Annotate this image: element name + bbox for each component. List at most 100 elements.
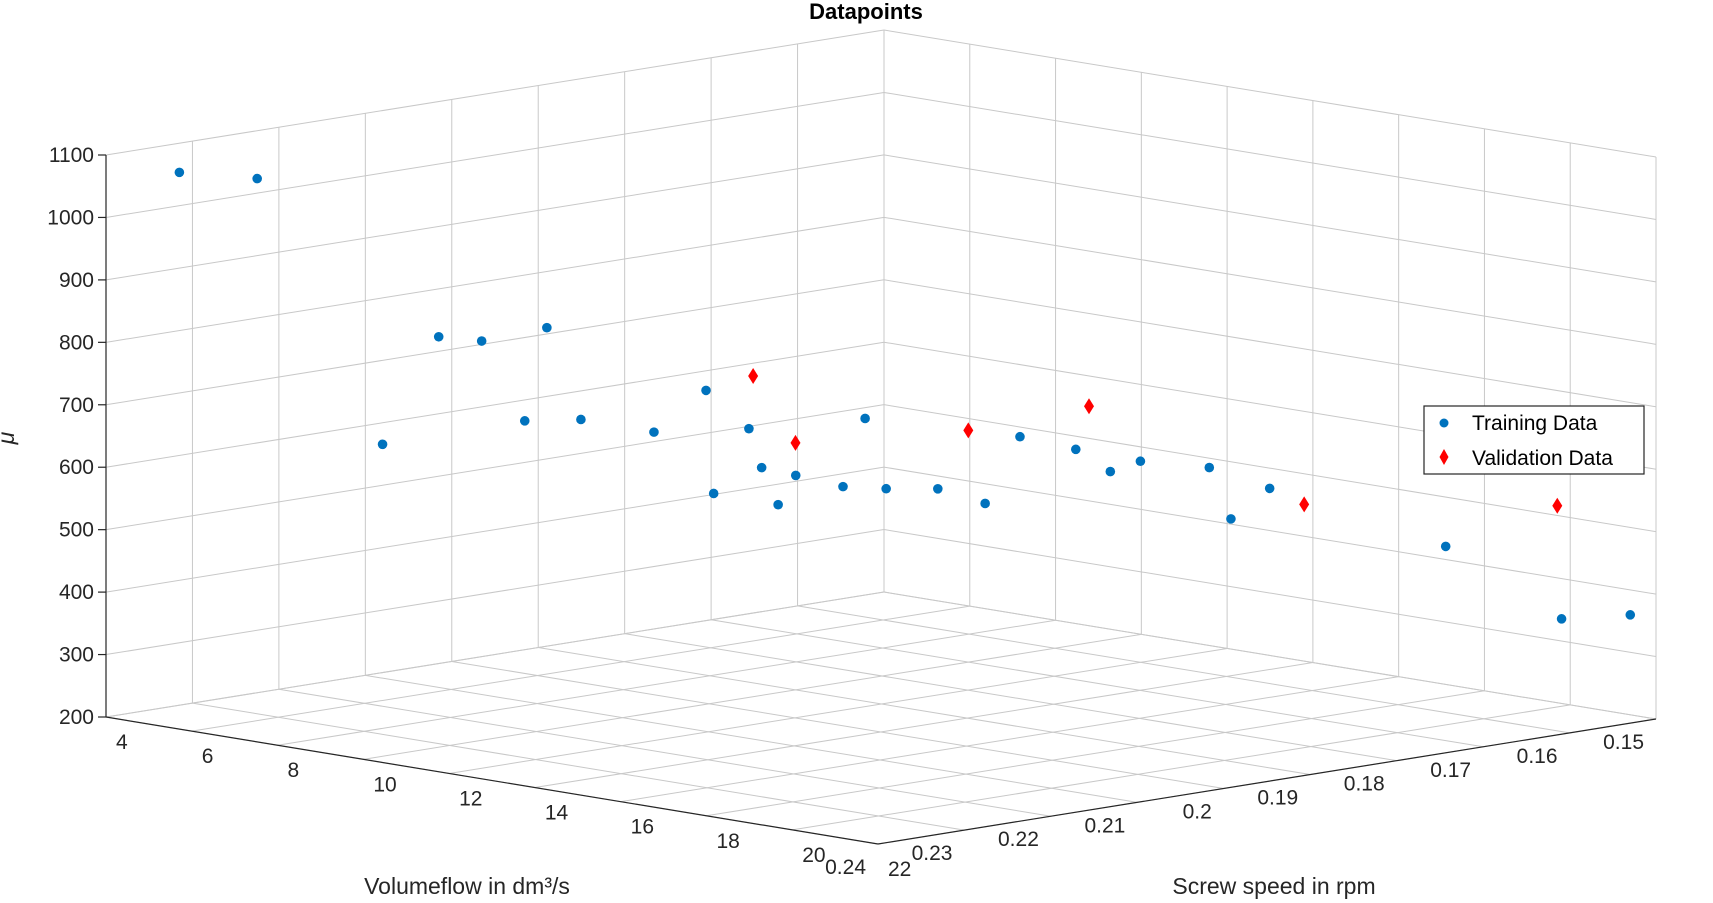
grid-line bbox=[105, 91, 885, 218]
y-tick-label: 6 bbox=[202, 745, 214, 768]
grid-line bbox=[706, 690, 1485, 817]
grid-line bbox=[883, 216, 1657, 345]
grid-line bbox=[711, 619, 1484, 748]
training-point bbox=[542, 322, 552, 333]
training-point bbox=[1264, 483, 1275, 494]
grid-line bbox=[105, 216, 885, 343]
x-tick-label: 0.2 bbox=[1183, 800, 1212, 823]
y-axis-line bbox=[105, 716, 879, 845]
training-point bbox=[933, 483, 943, 494]
training-point bbox=[649, 427, 659, 437]
grid-line bbox=[105, 404, 885, 531]
grid-line bbox=[883, 91, 1657, 220]
x-tick-label: 0.16 bbox=[1517, 745, 1558, 768]
z-tick-label: 500 bbox=[59, 519, 94, 542]
grid-line bbox=[105, 466, 885, 593]
grid-line bbox=[883, 279, 1657, 408]
training-point bbox=[881, 483, 891, 494]
grid-line bbox=[191, 605, 970, 732]
training-point bbox=[1015, 431, 1025, 442]
training-point bbox=[860, 413, 870, 424]
grid-line bbox=[278, 688, 1051, 817]
training-point bbox=[1105, 466, 1116, 477]
y-tick-label: 14 bbox=[545, 802, 569, 825]
validation-point bbox=[1552, 497, 1563, 514]
legend-label-validation: Validation Data bbox=[1472, 447, 1613, 470]
grid-line bbox=[883, 404, 1657, 533]
training-point bbox=[252, 173, 262, 184]
x-tick-label: 0.22 bbox=[998, 828, 1039, 851]
training-point bbox=[1440, 541, 1451, 552]
x-tick-label: 0.17 bbox=[1430, 759, 1471, 782]
grid-line bbox=[883, 29, 1657, 158]
x-axis-line bbox=[877, 718, 1657, 845]
z-tick-label: 800 bbox=[59, 331, 94, 354]
y-tick-label: 18 bbox=[716, 830, 739, 853]
legend-marker-validation bbox=[1439, 449, 1449, 465]
legend-marker-training bbox=[1439, 418, 1449, 428]
training-point bbox=[476, 336, 487, 346]
grid-line bbox=[883, 154, 1657, 283]
grid-line bbox=[883, 529, 1657, 658]
grid-line bbox=[624, 633, 1397, 762]
validation-point bbox=[748, 367, 759, 384]
grid-line bbox=[365, 674, 1138, 803]
training-point bbox=[377, 439, 388, 450]
z-tick-label: 400 bbox=[59, 581, 94, 604]
x-axis-label: Volumeflow in dm³/s bbox=[364, 873, 570, 899]
z-tick-label: 200 bbox=[59, 706, 94, 729]
y-axis-label: Screw speed in rpm bbox=[1172, 873, 1375, 899]
training-point bbox=[773, 499, 783, 510]
y-tick-label: 22 bbox=[888, 858, 911, 881]
x-tick-label: 0.23 bbox=[912, 842, 953, 865]
grid-line bbox=[105, 279, 885, 406]
z-tick-label: 1100 bbox=[49, 144, 94, 167]
grid-line bbox=[451, 660, 1224, 789]
grid-line bbox=[192, 702, 965, 831]
z-tick-label: 700 bbox=[59, 394, 94, 417]
training-point bbox=[701, 385, 711, 396]
grid-line bbox=[105, 154, 885, 281]
training-point bbox=[708, 488, 719, 499]
y-tick-label: 8 bbox=[288, 759, 300, 782]
grid-line bbox=[883, 591, 1657, 720]
training-point bbox=[756, 462, 767, 473]
training-point bbox=[1556, 614, 1567, 624]
z-tick-label: 900 bbox=[59, 269, 94, 292]
x-tick-label: 0.24 bbox=[825, 856, 866, 879]
grid-line bbox=[105, 341, 885, 468]
z-tick-label: 1000 bbox=[47, 206, 94, 229]
y-tick-label: 4 bbox=[116, 731, 128, 754]
grid-line bbox=[449, 647, 1228, 774]
x-tick-label: 0.15 bbox=[1603, 731, 1644, 754]
grid-line bbox=[363, 633, 1142, 760]
training-point bbox=[576, 414, 586, 425]
grid-line bbox=[105, 529, 885, 656]
validation-point bbox=[1299, 496, 1310, 513]
grid-line bbox=[538, 647, 1311, 776]
z-tick-label: 300 bbox=[59, 644, 94, 667]
y-tick-label: 16 bbox=[631, 816, 654, 839]
training-point bbox=[1204, 462, 1215, 473]
training-point bbox=[1071, 444, 1081, 455]
grid-line bbox=[277, 619, 1056, 746]
legend: Training Data Validation Data bbox=[1423, 405, 1645, 475]
training-point bbox=[980, 498, 990, 509]
legend-box bbox=[1423, 405, 1645, 475]
grid-line bbox=[105, 29, 885, 156]
grid-line bbox=[792, 704, 1571, 831]
validation-point bbox=[1084, 398, 1094, 415]
training-point bbox=[1135, 456, 1146, 467]
x-tick-label: 0.18 bbox=[1344, 773, 1385, 796]
x-tick-label: 0.19 bbox=[1257, 787, 1298, 810]
grid-line bbox=[105, 591, 885, 718]
z-axis-label: μ bbox=[0, 431, 19, 445]
validation-point bbox=[790, 434, 801, 451]
chart-title: Datapoints bbox=[809, 0, 923, 24]
y-tick-label: 20 bbox=[802, 844, 825, 867]
training-point bbox=[174, 167, 185, 178]
x-tick-label: 0.21 bbox=[1084, 814, 1125, 837]
y-tick-label: 12 bbox=[459, 787, 482, 810]
training-point bbox=[519, 416, 530, 426]
